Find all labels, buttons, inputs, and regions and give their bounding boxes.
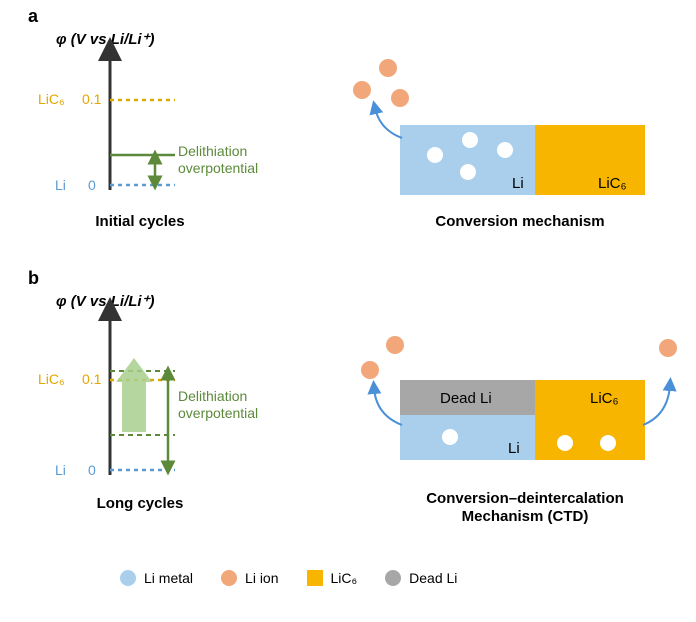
legend-li-metal-label: Li metal bbox=[144, 570, 193, 586]
panel-a-li-block-text: Li bbox=[512, 175, 524, 192]
panel-b-li-block-text: Li bbox=[508, 440, 520, 457]
lic6-swatch-icon bbox=[307, 570, 323, 586]
panel-a-lic6-label: LiC₆ bbox=[38, 91, 65, 107]
panel-b-lic6-value: 0.1 bbox=[82, 371, 101, 387]
figure-root: a φ (V vs Li/Li⁺) LiC₆ 0.1 Li 0 Delithia bbox=[0, 0, 696, 622]
legend-lic6: LiC₆ bbox=[307, 570, 358, 586]
panel-a-annot1: Delithiation bbox=[178, 143, 247, 159]
panel-b-right-caption1: Conversion–deintercalation bbox=[380, 490, 670, 507]
legend-li-ion-label: Li ion bbox=[245, 570, 278, 586]
panel-b-left-caption: Long cycles bbox=[60, 495, 220, 512]
panel-a-axis-svg bbox=[0, 0, 280, 230]
panel-a-left-caption: Initial cycles bbox=[60, 213, 220, 230]
panel-a-li-label: Li bbox=[55, 177, 66, 193]
panel-b-li-value: 0 bbox=[88, 462, 96, 478]
dead-li-swatch-icon bbox=[385, 570, 401, 586]
panel-b-li-label: Li bbox=[55, 462, 66, 478]
panel-a-lic6-value: 0.1 bbox=[82, 91, 101, 107]
legend-dead-li-label: Dead Li bbox=[409, 570, 457, 586]
panel-a-lic6-block-text: LiC₆ bbox=[598, 175, 627, 192]
panel-b-lic6-block-text: LiC₆ bbox=[590, 390, 619, 407]
legend-row: Li metal Li ion LiC₆ Dead Li bbox=[120, 570, 457, 586]
panel-b-right-caption2: Mechanism (CTD) bbox=[380, 508, 670, 525]
panel-a-annot2: overpotential bbox=[178, 160, 258, 176]
panel-b-annot1: Delithiation bbox=[178, 388, 247, 404]
legend-dead-li: Dead Li bbox=[385, 570, 457, 586]
panel-a-li-value: 0 bbox=[88, 177, 96, 193]
legend-lic6-label: LiC₆ bbox=[331, 570, 358, 586]
legend-li-ion: Li ion bbox=[221, 570, 278, 586]
legend-li-metal: Li metal bbox=[120, 570, 193, 586]
panel-a-right-svg: Li LiC₆ bbox=[340, 60, 680, 220]
panel-a-right-caption: Conversion mechanism bbox=[380, 213, 660, 230]
panel-b-deadli-text: Dead Li bbox=[440, 390, 492, 407]
panel-b-annot2: overpotential bbox=[178, 405, 258, 421]
li-ion-swatch-icon bbox=[221, 570, 237, 586]
panel-b-right-svg: Dead Li Li LiC₆ bbox=[340, 330, 690, 500]
li-metal-swatch-icon bbox=[120, 570, 136, 586]
panel-b-lic6-label: LiC₆ bbox=[38, 371, 65, 387]
